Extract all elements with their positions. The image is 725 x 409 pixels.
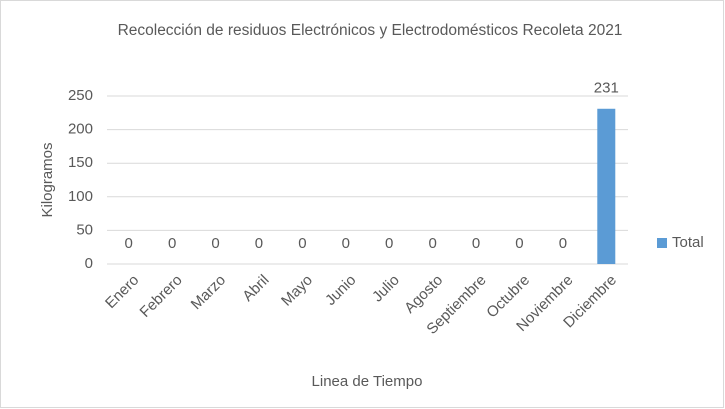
data-label: 0 bbox=[342, 235, 350, 252]
y-tick-label: 150 bbox=[68, 154, 93, 171]
bar bbox=[597, 108, 616, 264]
y-tick-label: 50 bbox=[76, 221, 93, 238]
data-label: 0 bbox=[472, 235, 480, 252]
data-label: 0 bbox=[385, 235, 393, 252]
legend-label: Total bbox=[672, 234, 704, 251]
data-label: 0 bbox=[559, 235, 567, 252]
data-label: 0 bbox=[211, 235, 219, 252]
data-label: 231 bbox=[594, 80, 619, 97]
y-tick-label: 250 bbox=[68, 87, 93, 104]
chart-title: Recolección de residuos Electrónicos y E… bbox=[117, 22, 623, 39]
y-tick-label: 100 bbox=[68, 188, 93, 205]
x-axis-title: Linea de Tiempo bbox=[312, 373, 423, 390]
data-label: 0 bbox=[168, 235, 176, 252]
data-label: 0 bbox=[255, 235, 263, 252]
y-tick-label: 200 bbox=[68, 121, 93, 138]
data-label: 0 bbox=[125, 235, 133, 252]
data-label: 0 bbox=[428, 235, 436, 252]
y-axis-title: Kilogramos bbox=[39, 142, 56, 217]
data-label: 0 bbox=[515, 235, 523, 252]
legend-swatch bbox=[657, 238, 667, 248]
y-tick-label: 0 bbox=[85, 255, 93, 272]
data-label: 0 bbox=[298, 235, 306, 252]
